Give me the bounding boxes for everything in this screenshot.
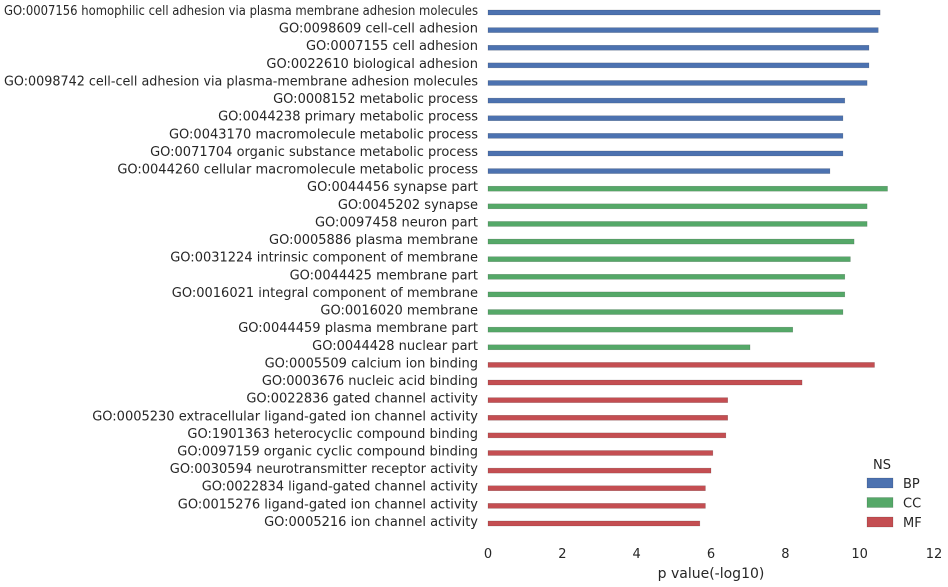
category-label: GO:0008152 metabolic process (273, 92, 478, 107)
bar-go-0045202 (487, 203, 868, 210)
category-label: GO:0016020 membrane (320, 304, 478, 319)
bar-go-0071704 (487, 150, 844, 157)
bar-go-0098609 (487, 27, 879, 33)
category-label: GO:0007155 cell adhesion (306, 39, 478, 54)
bar-go-0022834 (487, 485, 706, 491)
x-tick-label: 8 (781, 547, 789, 562)
bar-go-0044428 (487, 344, 751, 351)
legend-swatch-mf (866, 516, 894, 528)
bar-go-0016021 (487, 291, 846, 298)
x-tick-label: 10 (851, 547, 868, 562)
bar-go-0016020 (487, 309, 844, 315)
category-label: GO:0044238 primary metabolic process (218, 110, 478, 125)
legend-swatch-cc (866, 497, 894, 508)
bar-go-0044456 (487, 185, 888, 192)
bar-go-0044459 (487, 326, 794, 333)
x-tick-label: 4 (633, 547, 641, 562)
category-label: GO:0097159 organic cyclic compound bindi… (177, 445, 478, 460)
bar-go-0030594 (487, 467, 712, 474)
bar-go-0005886 (487, 238, 855, 245)
bar-go-0031224 (487, 256, 851, 262)
bar-go-0008152 (487, 97, 846, 104)
bars-layer (487, 9, 888, 527)
category-label: GO:0097458 neuron part (315, 215, 478, 230)
bar-go-0007155 (487, 44, 870, 51)
category-label: GO:0022836 gated channel activity (246, 392, 478, 407)
bar-go-0044238 (487, 115, 844, 121)
category-label: GO:0031224 intrinsic component of membra… (170, 251, 478, 266)
bar-go-0007156 (487, 9, 881, 16)
category-label: GO:0044428 nuclear part (312, 339, 478, 354)
category-label: GO:0098742 cell-cell adhesion via plasma… (4, 74, 478, 89)
bar-go-0022610 (487, 62, 870, 69)
x-tick-label: 0 (484, 547, 492, 562)
category-label: GO:0015276 ligand-gated ion channel acti… (178, 497, 479, 512)
category-label: GO:0007156 homophilic cell adhesion via … (4, 4, 478, 19)
bar-go-0005230 (487, 415, 728, 421)
category-label: GO:0098609 cell-cell adhesion (279, 22, 478, 37)
legend: NS BP CC MF (866, 458, 922, 531)
category-label: GO:0044425 membrane part (290, 268, 478, 283)
bar-go-0044425 (487, 274, 846, 280)
category-label: GO:0030594 neurotransmitter receptor act… (170, 462, 479, 477)
category-label: GO:0071704 organic substance metabolic p… (150, 145, 478, 160)
bar-go-1901363 (487, 432, 727, 439)
bar-go-0097458 (487, 221, 868, 227)
category-label: GO:0005230 extracellular ligand-gated io… (92, 409, 478, 424)
category-label: GO:0022834 ligand-gated channel activity (202, 480, 479, 495)
category-label: GO:0005886 plasma membrane (269, 233, 478, 248)
x-tick-label: 12 (926, 547, 943, 562)
bar-go-0043170 (487, 133, 844, 139)
category-label: GO:0003676 nucleic acid binding (262, 374, 478, 389)
bar-go-0003676 (487, 379, 803, 386)
legend-items: BP CC MF (866, 477, 922, 531)
category-label: GO:0043170 macromolecule metabolic proce… (169, 127, 478, 142)
category-label: GO:0044459 plasma membrane part (238, 321, 478, 336)
legend-label-cc: CC (903, 497, 921, 512)
bar-go-0005216 (487, 520, 701, 527)
category-label: GO:0005216 ion channel activity (264, 515, 478, 530)
legend-label-bp: BP (903, 477, 920, 492)
x-tick-label: 2 (558, 547, 566, 562)
category-labels: GO:0007156 homophilic cell adhesion via … (4, 4, 478, 530)
x-tick-label: 6 (707, 547, 715, 562)
bar-go-0005509 (487, 362, 875, 368)
x-axis-ticks: 0 2 4 6 8 10 12 (484, 547, 942, 562)
bar-go-0097159 (487, 450, 714, 456)
bar-go-0015276 (487, 503, 706, 509)
category-label: GO:0005509 calcium ion binding (265, 356, 478, 371)
bar-go-0098742 (487, 80, 868, 86)
legend-label-mf: MF (903, 516, 922, 531)
x-axis-title: p value(-log10) (658, 566, 765, 582)
category-label: GO:0016021 integral component of membran… (172, 286, 478, 301)
legend-swatch-bp (866, 477, 894, 489)
category-label: GO:1901363 heterocyclic compound binding (187, 427, 478, 442)
bar-go-0022836 (487, 397, 728, 403)
category-label: GO:0022610 biological adhesion (266, 57, 478, 72)
category-label: GO:0044456 synapse part (307, 180, 478, 195)
bar-go-0044260 (487, 168, 831, 174)
category-label: GO:0044260 cellular macromolecule metabo… (117, 163, 478, 178)
legend-title: NS (873, 458, 891, 473)
category-label: GO:0045202 synapse (338, 198, 478, 213)
